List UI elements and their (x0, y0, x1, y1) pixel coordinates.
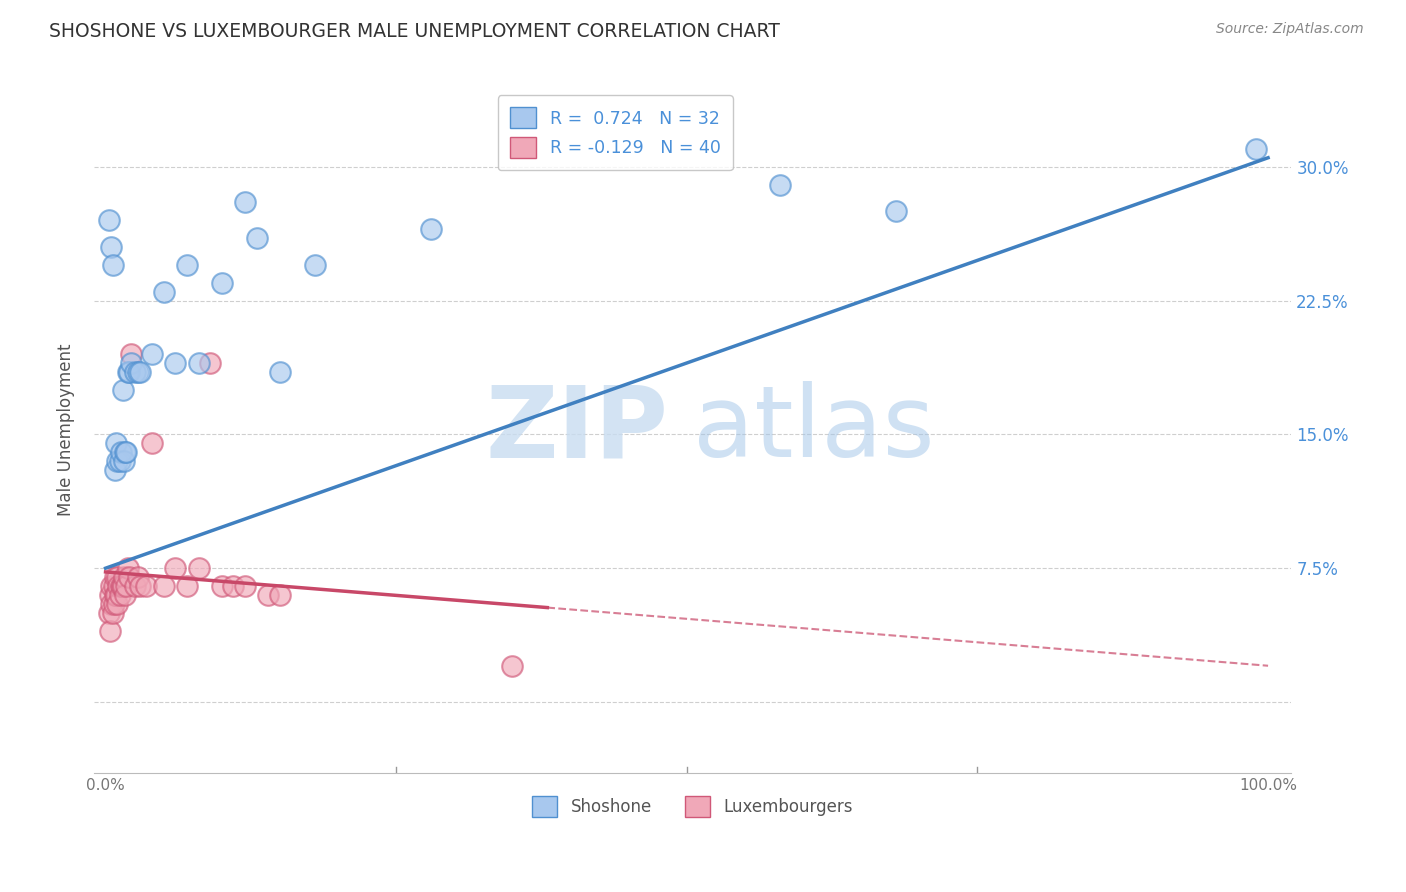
Text: atlas: atlas (693, 382, 934, 478)
Point (100, 579, 122, 593)
Point (124, 579, 146, 593)
Point (152, 285, 174, 299)
Point (269, 365, 291, 379)
Point (211, 579, 233, 593)
Point (246, 231, 269, 245)
Point (141, 347, 163, 361)
Point (420, 222, 443, 236)
Point (176, 258, 198, 272)
Point (165, 561, 187, 575)
Point (105, 597, 128, 611)
Legend: Shoshone, Luxembourgers: Shoshone, Luxembourgers (526, 789, 859, 823)
Point (120, 356, 142, 370)
Point (117, 365, 139, 379)
Text: ZIP: ZIP (486, 382, 669, 478)
Point (501, 659, 523, 673)
Point (233, 579, 256, 593)
Point (107, 579, 129, 593)
Point (257, 588, 280, 602)
Point (105, 436, 128, 450)
Point (98, 213, 121, 227)
Point (98, 606, 121, 620)
Point (120, 347, 142, 361)
Point (211, 276, 233, 290)
Point (101, 606, 124, 620)
Point (105, 454, 128, 468)
Point (117, 561, 139, 575)
Point (304, 258, 326, 272)
Point (884, 204, 907, 219)
Point (112, 570, 135, 584)
Point (100, 597, 122, 611)
Point (1246, 142, 1268, 156)
Point (222, 579, 245, 593)
Point (98, 588, 121, 602)
Point (141, 436, 163, 450)
Point (124, 365, 146, 379)
Point (103, 579, 125, 593)
Point (98, 624, 121, 638)
Point (114, 445, 136, 459)
Text: SHOSHONE VS LUXEMBOURGER MALE UNEMPLOYMENT CORRELATION CHART: SHOSHONE VS LUXEMBOURGER MALE UNEMPLOYME… (49, 22, 780, 41)
Point (118, 365, 141, 379)
Point (115, 579, 138, 593)
Point (104, 570, 127, 584)
Point (198, 356, 221, 370)
Point (110, 445, 132, 459)
Point (187, 356, 209, 370)
Y-axis label: Male Unemployment: Male Unemployment (58, 343, 75, 516)
Point (104, 588, 127, 602)
Point (152, 579, 174, 593)
Point (101, 258, 124, 272)
Point (187, 561, 209, 575)
Point (104, 463, 127, 477)
Point (110, 579, 132, 593)
Point (100, 240, 122, 254)
Point (127, 365, 149, 379)
Point (129, 365, 152, 379)
Point (165, 356, 187, 370)
Point (105, 570, 128, 584)
Point (112, 454, 135, 468)
Point (108, 454, 131, 468)
Point (114, 588, 136, 602)
Point (103, 597, 125, 611)
Point (233, 195, 256, 210)
Point (176, 579, 198, 593)
Point (135, 579, 157, 593)
Point (105, 588, 128, 602)
Point (111, 579, 134, 593)
Point (111, 579, 134, 593)
Point (118, 570, 141, 584)
Point (115, 445, 138, 459)
Text: Source: ZipAtlas.com: Source: ZipAtlas.com (1216, 22, 1364, 37)
Point (111, 383, 134, 397)
Point (129, 579, 152, 593)
Point (108, 588, 131, 602)
Point (269, 588, 291, 602)
Point (769, 178, 792, 192)
Point (127, 570, 149, 584)
